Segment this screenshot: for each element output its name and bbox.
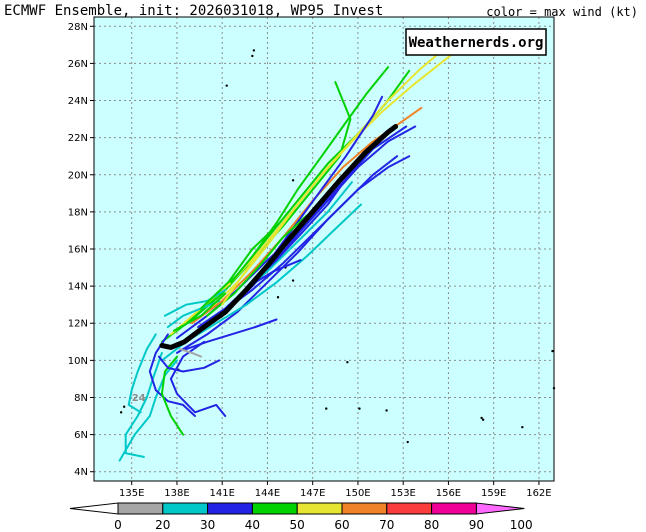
watermark-box: Weathernerds.org bbox=[405, 28, 547, 56]
x-tick-label: 135E bbox=[119, 488, 144, 499]
x-tick-label: 156E bbox=[436, 488, 461, 499]
y-tick-label: 26N bbox=[68, 59, 88, 70]
island bbox=[385, 409, 388, 412]
y-tick-label: 10N bbox=[68, 356, 88, 367]
ensemble-track bbox=[200, 210, 290, 310]
colorbar-label: 100 bbox=[510, 518, 533, 532]
y-tick-label: 20N bbox=[68, 170, 88, 181]
y-tick-label: 22N bbox=[68, 133, 88, 144]
colorbar-under-arrow bbox=[69, 502, 119, 515]
colorbar: 0 20 30 40 50 60 70 80 90 100 bbox=[69, 502, 533, 532]
island bbox=[358, 407, 361, 410]
colorbar-label: 80 bbox=[424, 518, 439, 532]
chart-title: ECMWF Ensemble, init: 2026031018, WP95 I… bbox=[4, 3, 384, 19]
x-tick-label: 162E bbox=[526, 488, 551, 499]
island bbox=[346, 361, 349, 364]
y-tick-label: 4N bbox=[74, 467, 88, 478]
island bbox=[276, 296, 280, 299]
legend-note: color = max wind (kt) bbox=[486, 5, 638, 19]
colorbar-label: 60 bbox=[334, 518, 349, 532]
colorbar-segment bbox=[296, 502, 343, 515]
island bbox=[251, 54, 254, 58]
island bbox=[252, 49, 256, 52]
colorbar-label: 0 bbox=[114, 518, 122, 532]
lat-lon-grid bbox=[94, 17, 554, 481]
ensemble-track bbox=[166, 300, 221, 328]
island bbox=[521, 425, 524, 429]
island bbox=[325, 407, 328, 410]
island bbox=[291, 179, 295, 182]
ensemble-track bbox=[169, 340, 227, 417]
ensemble-track bbox=[160, 81, 352, 343]
colorbar-segment bbox=[431, 502, 477, 515]
colorbar-segment bbox=[117, 502, 164, 515]
ensemble-track bbox=[118, 359, 178, 462]
ensemble-track bbox=[157, 355, 221, 373]
island bbox=[122, 405, 126, 408]
x-tick-label: 141E bbox=[209, 488, 234, 499]
island bbox=[119, 411, 123, 414]
x-tick-label: 159E bbox=[481, 488, 506, 499]
ensemble-mean-track bbox=[159, 124, 399, 350]
ensemble-track bbox=[172, 292, 227, 332]
x-tick-label: 150E bbox=[345, 488, 370, 499]
ensemble-track bbox=[127, 333, 157, 414]
colorbar-segment bbox=[386, 502, 433, 515]
colorbar-label: 40 bbox=[245, 518, 260, 532]
ensemble-track bbox=[230, 66, 390, 284]
x-tick-label: 144E bbox=[255, 488, 280, 499]
colorbar-segment bbox=[162, 502, 209, 515]
mean-track-line bbox=[159, 124, 399, 350]
colorbar-label: 70 bbox=[379, 518, 394, 532]
ensemble-track bbox=[179, 348, 203, 358]
ensemble-track bbox=[160, 355, 184, 436]
colorbar-label: 30 bbox=[200, 518, 215, 532]
ensemble-track bbox=[221, 225, 281, 306]
colorbar-segment bbox=[207, 502, 253, 515]
colorbar-segment bbox=[341, 502, 388, 515]
y-tick-label: 16N bbox=[68, 245, 88, 256]
colorbar-label: 20 bbox=[155, 518, 170, 532]
ensemble-track bbox=[148, 333, 196, 417]
map-annotation: 24 bbox=[132, 393, 146, 404]
colorbar-label: 50 bbox=[290, 518, 305, 532]
colorbar-over-arrow bbox=[475, 502, 525, 515]
y-tick-label: 18N bbox=[68, 207, 88, 218]
watermark-text: Weathernerds.org bbox=[409, 35, 544, 51]
y-tick-label: 28N bbox=[68, 22, 88, 33]
ensemble-track bbox=[185, 318, 278, 351]
colorbar-label: 90 bbox=[469, 518, 484, 532]
ensemble-track bbox=[163, 288, 227, 317]
island bbox=[481, 418, 485, 421]
y-tick-label: 24N bbox=[68, 96, 88, 107]
colorbar-segment bbox=[251, 502, 298, 515]
y-tick-label: 8N bbox=[74, 393, 88, 404]
y-axis-ticks: 4N 6N 8N 10N 12N 14N 16N 18N 20N 22N 24N 26N 28N bbox=[68, 22, 94, 478]
ensemble-track bbox=[176, 155, 411, 354]
x-tick-label: 147E bbox=[300, 488, 325, 499]
y-tick-label: 12N bbox=[68, 319, 88, 330]
x-tick-label: 138E bbox=[164, 488, 189, 499]
island bbox=[406, 440, 409, 444]
x-axis-ticks: 135E 138E 141E 144E 147E 150E 153E 156E 159E 162E bbox=[119, 481, 552, 499]
y-tick-label: 6N bbox=[74, 430, 88, 441]
x-tick-label: 153E bbox=[390, 488, 415, 499]
island bbox=[225, 84, 228, 87]
island bbox=[551, 349, 554, 353]
island bbox=[480, 416, 483, 420]
island bbox=[291, 279, 295, 282]
y-tick-label: 14N bbox=[68, 282, 88, 293]
